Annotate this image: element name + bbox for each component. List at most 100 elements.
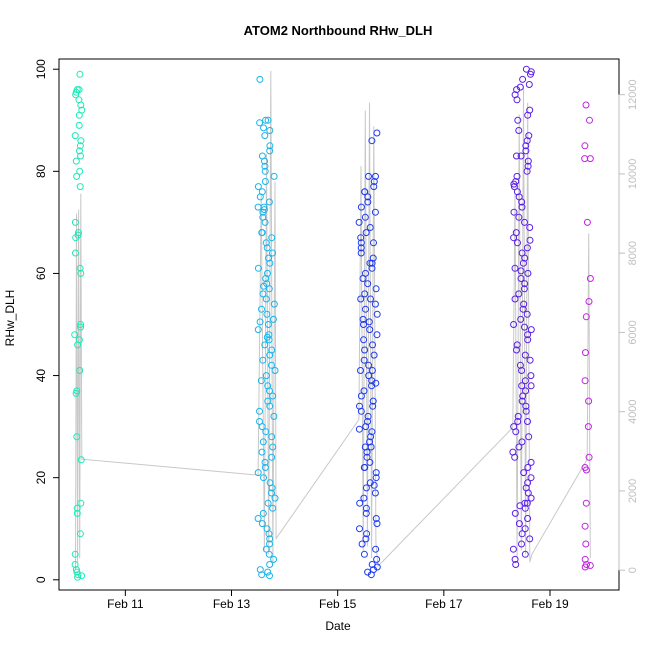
data-point [518,198,526,206]
data-point [364,412,372,420]
data-point [357,392,365,400]
data-point [527,372,535,380]
data-point [72,157,80,165]
data-point [254,326,262,334]
data-point [526,356,534,364]
data-point [512,428,520,436]
data-point [360,550,368,558]
data-point [581,555,589,563]
data-point [372,285,380,293]
data-point [516,361,524,369]
y-tick-label: 20 [34,471,48,485]
data-point [510,208,518,216]
data-point [76,264,84,272]
data-point [265,530,273,538]
data-point [515,127,523,134]
data-point [357,367,364,374]
data-point [261,464,269,471]
data-point [515,290,523,298]
data-point [518,540,525,548]
data-point [362,535,370,543]
data-point [526,236,534,244]
data-point [269,504,277,512]
data-point [513,152,520,160]
data-point [511,295,519,303]
data-point [513,346,520,354]
x-tick-label: Feb 13 [213,597,251,611]
data-point [265,285,273,293]
data-point [509,545,517,553]
data-point [524,111,532,119]
data-point [254,264,262,272]
data-point [357,295,365,303]
data-point [271,494,279,502]
data-point [270,555,278,563]
data-point [363,530,371,538]
data-point [518,382,526,390]
data-point [258,448,266,456]
data-point [266,127,274,134]
data-point [517,275,525,282]
data-point [525,81,533,88]
data-point [256,566,264,574]
data-point [357,244,365,252]
data-point [76,142,84,150]
x-axis: Feb 11 Feb 13 Feb 15 Feb 17 Feb 19 [107,589,569,611]
data-point [77,137,85,145]
data-point [262,239,270,247]
data-point [370,183,378,191]
data-point [77,101,85,109]
data-point [76,70,84,78]
data-point [77,456,85,464]
data-point [357,249,365,257]
data-point [362,305,369,313]
data-point [511,264,519,272]
y-tick-label: 40 [34,369,48,383]
data-point [260,282,268,290]
data-point [360,321,367,328]
data-point [270,412,278,420]
data-point [365,172,372,180]
data-point [527,382,535,390]
data-point [373,129,381,137]
secondary-y-axis: 0 2000 4000 6000 8000 10000 12000 [618,79,639,573]
data-point [373,331,381,339]
data-point [73,86,81,94]
data-point [586,155,594,163]
data-point [372,515,380,522]
data-point [363,453,371,461]
data-point [513,96,521,104]
data-point [526,535,534,543]
data-point [261,132,269,140]
data-point [527,326,535,334]
data-point [264,499,272,507]
data-point [268,234,276,242]
data-point [372,172,379,180]
data-point [369,254,377,262]
data-point [527,494,535,502]
data-point [261,178,269,185]
data-point [258,229,266,237]
data-point [369,397,377,405]
data-point [362,509,370,517]
data-point [524,479,532,487]
y-tick-label: 80 [34,164,48,178]
data-point [269,443,277,451]
data-point [512,561,520,568]
data-point [521,377,529,385]
data-point [266,259,274,267]
data-point [366,458,374,466]
data-point [355,425,363,433]
y-axis: 0 20 40 60 80 100 [34,59,60,583]
data-point [369,402,377,410]
data-point [359,275,367,282]
data-point [370,351,378,359]
data-point [268,484,276,492]
data-point [518,203,526,211]
data-point [357,239,365,247]
data-point [261,218,269,226]
data-point [510,183,518,191]
data-point [373,520,381,528]
data-point [262,275,270,282]
data-point [357,407,365,415]
